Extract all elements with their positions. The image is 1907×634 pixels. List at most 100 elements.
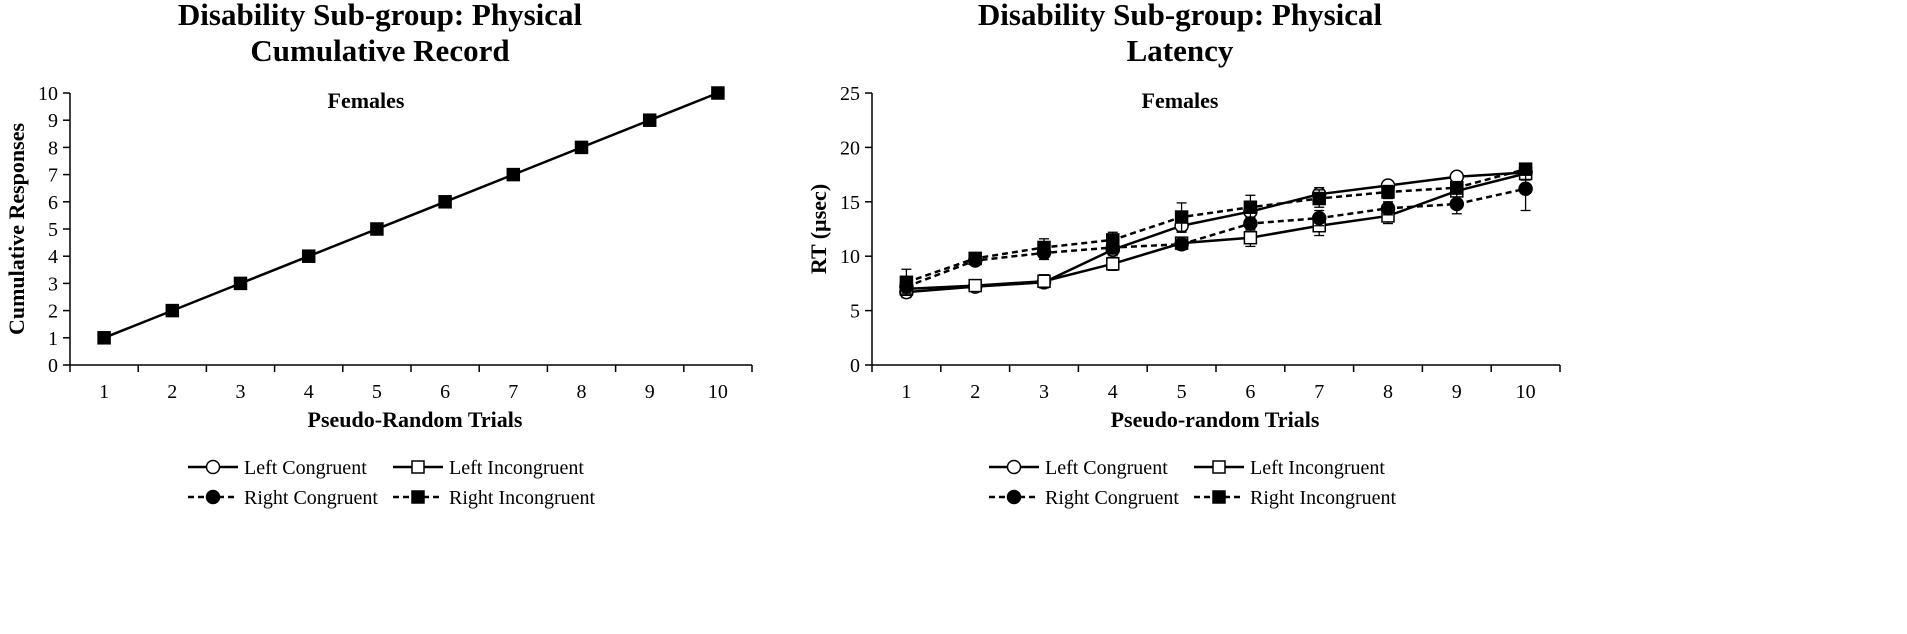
legend-label: Right Congruent <box>1045 487 1179 509</box>
data-point <box>1106 233 1120 247</box>
y-tick-label: 5 <box>48 219 58 241</box>
legend-label: Right Congruent <box>244 487 378 509</box>
data-point <box>1174 236 1189 252</box>
legend-item: Right Congruent <box>989 487 1179 509</box>
x-tick-label: 6 <box>1245 381 1255 403</box>
data-point <box>1174 210 1189 224</box>
data-point <box>97 331 111 345</box>
data-point <box>1243 230 1258 245</box>
data-point <box>1106 257 1120 271</box>
data-point <box>1037 274 1051 288</box>
series-left-incongruent <box>899 166 1533 296</box>
data-point <box>301 249 316 263</box>
data-point <box>1380 201 1396 216</box>
x-tick-label: 1 <box>99 381 109 403</box>
legend-label: Left Incongruent <box>449 457 584 479</box>
x-tick-label: 4 <box>304 381 314 403</box>
y-axis-title: Cumulative Responses <box>4 123 29 336</box>
legend-marker <box>411 460 425 474</box>
y-tick-label: 1 <box>48 328 58 350</box>
y-tick-label: 0 <box>850 355 860 377</box>
x-tick-label: 4 <box>1108 381 1118 403</box>
legend-label: Left Congruent <box>1045 457 1168 479</box>
y-tick-label: 10 <box>840 246 860 268</box>
x-tick-label: 6 <box>440 381 450 403</box>
chart-title: Disability Sub-group: Physical <box>978 0 1383 32</box>
series-line <box>906 172 1526 291</box>
data-point <box>1518 181 1533 196</box>
data-point <box>968 278 982 293</box>
data-point <box>165 303 180 318</box>
series-right-incongruent <box>899 162 1533 297</box>
data-point <box>1037 240 1051 255</box>
x-tick-label: 1 <box>901 381 911 403</box>
legend-marker <box>1006 459 1022 475</box>
y-tick-label: 9 <box>48 110 58 132</box>
legend-marker <box>205 459 221 475</box>
data-point <box>642 113 657 127</box>
legend-marker <box>205 489 221 505</box>
y-tick-label: 7 <box>48 165 58 187</box>
y-tick-label: 15 <box>840 192 860 214</box>
y-tick-label: 5 <box>850 301 860 323</box>
x-tick-label: 10 <box>1516 381 1536 403</box>
y-tick-label: 4 <box>48 246 58 268</box>
data-point <box>1381 185 1395 199</box>
chart-title: Disability Sub-group: Physical <box>178 0 583 32</box>
data-point <box>1312 191 1326 206</box>
legend: Left Congruent Left Incongruent Right Cong… <box>188 457 596 509</box>
data-point <box>506 167 521 182</box>
series-line <box>905 187 1526 288</box>
legend-marker <box>1006 489 1022 505</box>
data-point <box>574 140 589 155</box>
data-point <box>1449 196 1465 212</box>
x-tick-label: 8 <box>577 381 587 403</box>
data-point <box>711 86 725 100</box>
legend-item: Right Congruent <box>188 487 378 509</box>
y-tick-label: 0 <box>48 355 58 377</box>
legend-item: Left Congruent <box>989 457 1168 479</box>
series-line <box>103 91 719 339</box>
x-tick-label: 3 <box>236 381 246 403</box>
legend-marker <box>411 490 425 504</box>
chart-1: Disability Sub-group: PhysicalCumulative… <box>4 0 753 509</box>
y-tick-label: 25 <box>840 83 860 105</box>
legend-label: Left Congruent <box>244 457 367 479</box>
chart-subtitle: Females <box>328 88 405 113</box>
chart-title-line2: Cumulative Record <box>250 33 509 68</box>
x-tick-label: 7 <box>508 381 518 403</box>
data-point <box>899 275 914 290</box>
data-point <box>968 251 982 266</box>
legend-label: Right Incongruent <box>1250 487 1397 509</box>
data-point <box>1311 210 1327 226</box>
legend-label: Right Incongruent <box>449 487 596 509</box>
legend-marker <box>1212 460 1226 474</box>
x-tick-label: 9 <box>645 381 655 403</box>
data-point <box>1518 162 1533 176</box>
legend-label: Left Incongruent <box>1250 457 1385 479</box>
x-axis-title: Pseudo-random Trials <box>1111 407 1320 432</box>
data-point <box>370 222 384 236</box>
legend-marker <box>1212 490 1226 504</box>
x-tick-label: 3 <box>1039 381 1049 403</box>
series-line <box>905 167 1526 284</box>
x-tick-label: 2 <box>970 381 980 403</box>
chart-subtitle: Females <box>1142 88 1219 113</box>
data-point <box>1450 180 1464 195</box>
y-tick-label: 10 <box>38 83 58 105</box>
series-line <box>906 171 1526 294</box>
legend-item: Left Incongruent <box>393 457 584 479</box>
y-tick-label: 8 <box>48 137 58 159</box>
x-tick-label: 5 <box>1177 381 1187 403</box>
y-tick-label: 20 <box>840 137 860 159</box>
data-point <box>438 195 452 209</box>
x-tick-label: 8 <box>1383 381 1393 403</box>
x-tick-label: 9 <box>1452 381 1462 403</box>
x-tick-label: 2 <box>167 381 177 403</box>
x-axis-title: Pseudo-Random Trials <box>308 407 523 432</box>
series-cumulative <box>97 86 725 345</box>
y-axis-title: RT (µsec) <box>806 184 831 274</box>
x-tick-label: 7 <box>1314 381 1324 403</box>
